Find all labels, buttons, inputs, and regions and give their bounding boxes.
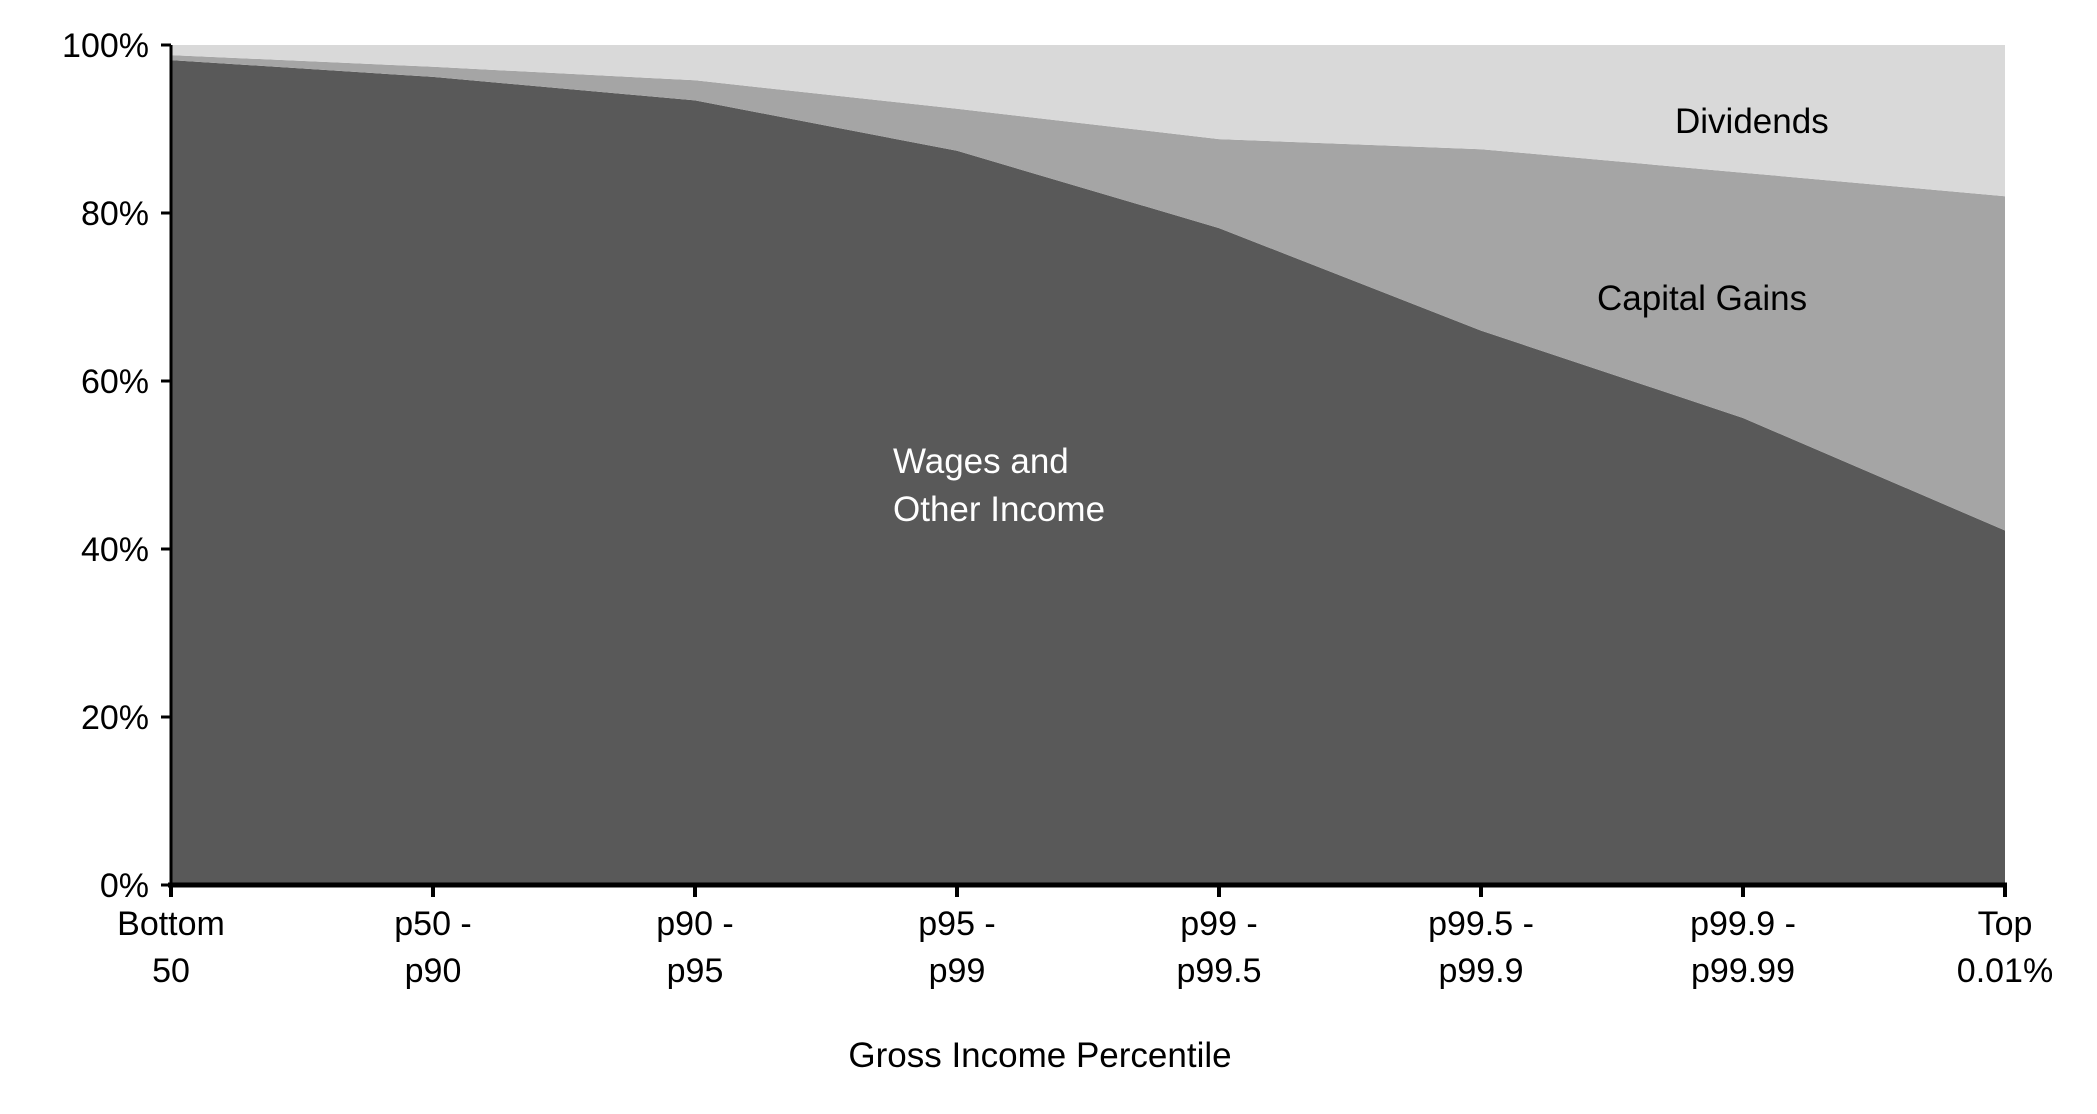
x-tick-label: p99.5 -p99.9	[1428, 905, 1534, 990]
y-tick-label: 60%	[81, 363, 149, 401]
series-label-capital-gains: Capital Gains	[1597, 279, 1807, 318]
x-axis-title: Gross Income Percentile	[848, 1036, 1231, 1075]
x-tick-label: p50 -p90	[394, 905, 472, 990]
x-tick-label: Top 0.01%	[1957, 905, 2053, 990]
y-tick-label: 80%	[81, 195, 149, 233]
x-tick-label: Bottom 50	[117, 905, 225, 990]
y-tick-label: 40%	[81, 531, 149, 569]
series-label-wages-and-other-income: Wages and Other Income	[893, 442, 1105, 529]
x-tick-label: p99 -p99.5	[1176, 905, 1261, 990]
area-wages-and-other-income	[171, 60, 2005, 886]
y-tick-label: 20%	[81, 699, 149, 737]
x-tick-label: p90 -p95	[656, 905, 734, 990]
y-tick-label: 100%	[62, 27, 149, 65]
axes: 0% 20% 40% 60% 80% 100% Bottom 50 p50 -p90 p90 -p…	[62, 27, 2053, 990]
x-tick-label: p95 -p99	[918, 905, 996, 990]
x-tick-label: p99.9 -p99.99	[1690, 905, 1796, 990]
area-capital-gains	[171, 55, 2005, 531]
area-layers	[171, 45, 2005, 886]
labels: Wages and Other Income Capital Gains Divide…	[893, 102, 1829, 529]
area-dividends	[171, 45, 2005, 197]
y-tick-label: 0%	[100, 867, 149, 905]
series-label-dividends: Dividends	[1675, 102, 1829, 141]
